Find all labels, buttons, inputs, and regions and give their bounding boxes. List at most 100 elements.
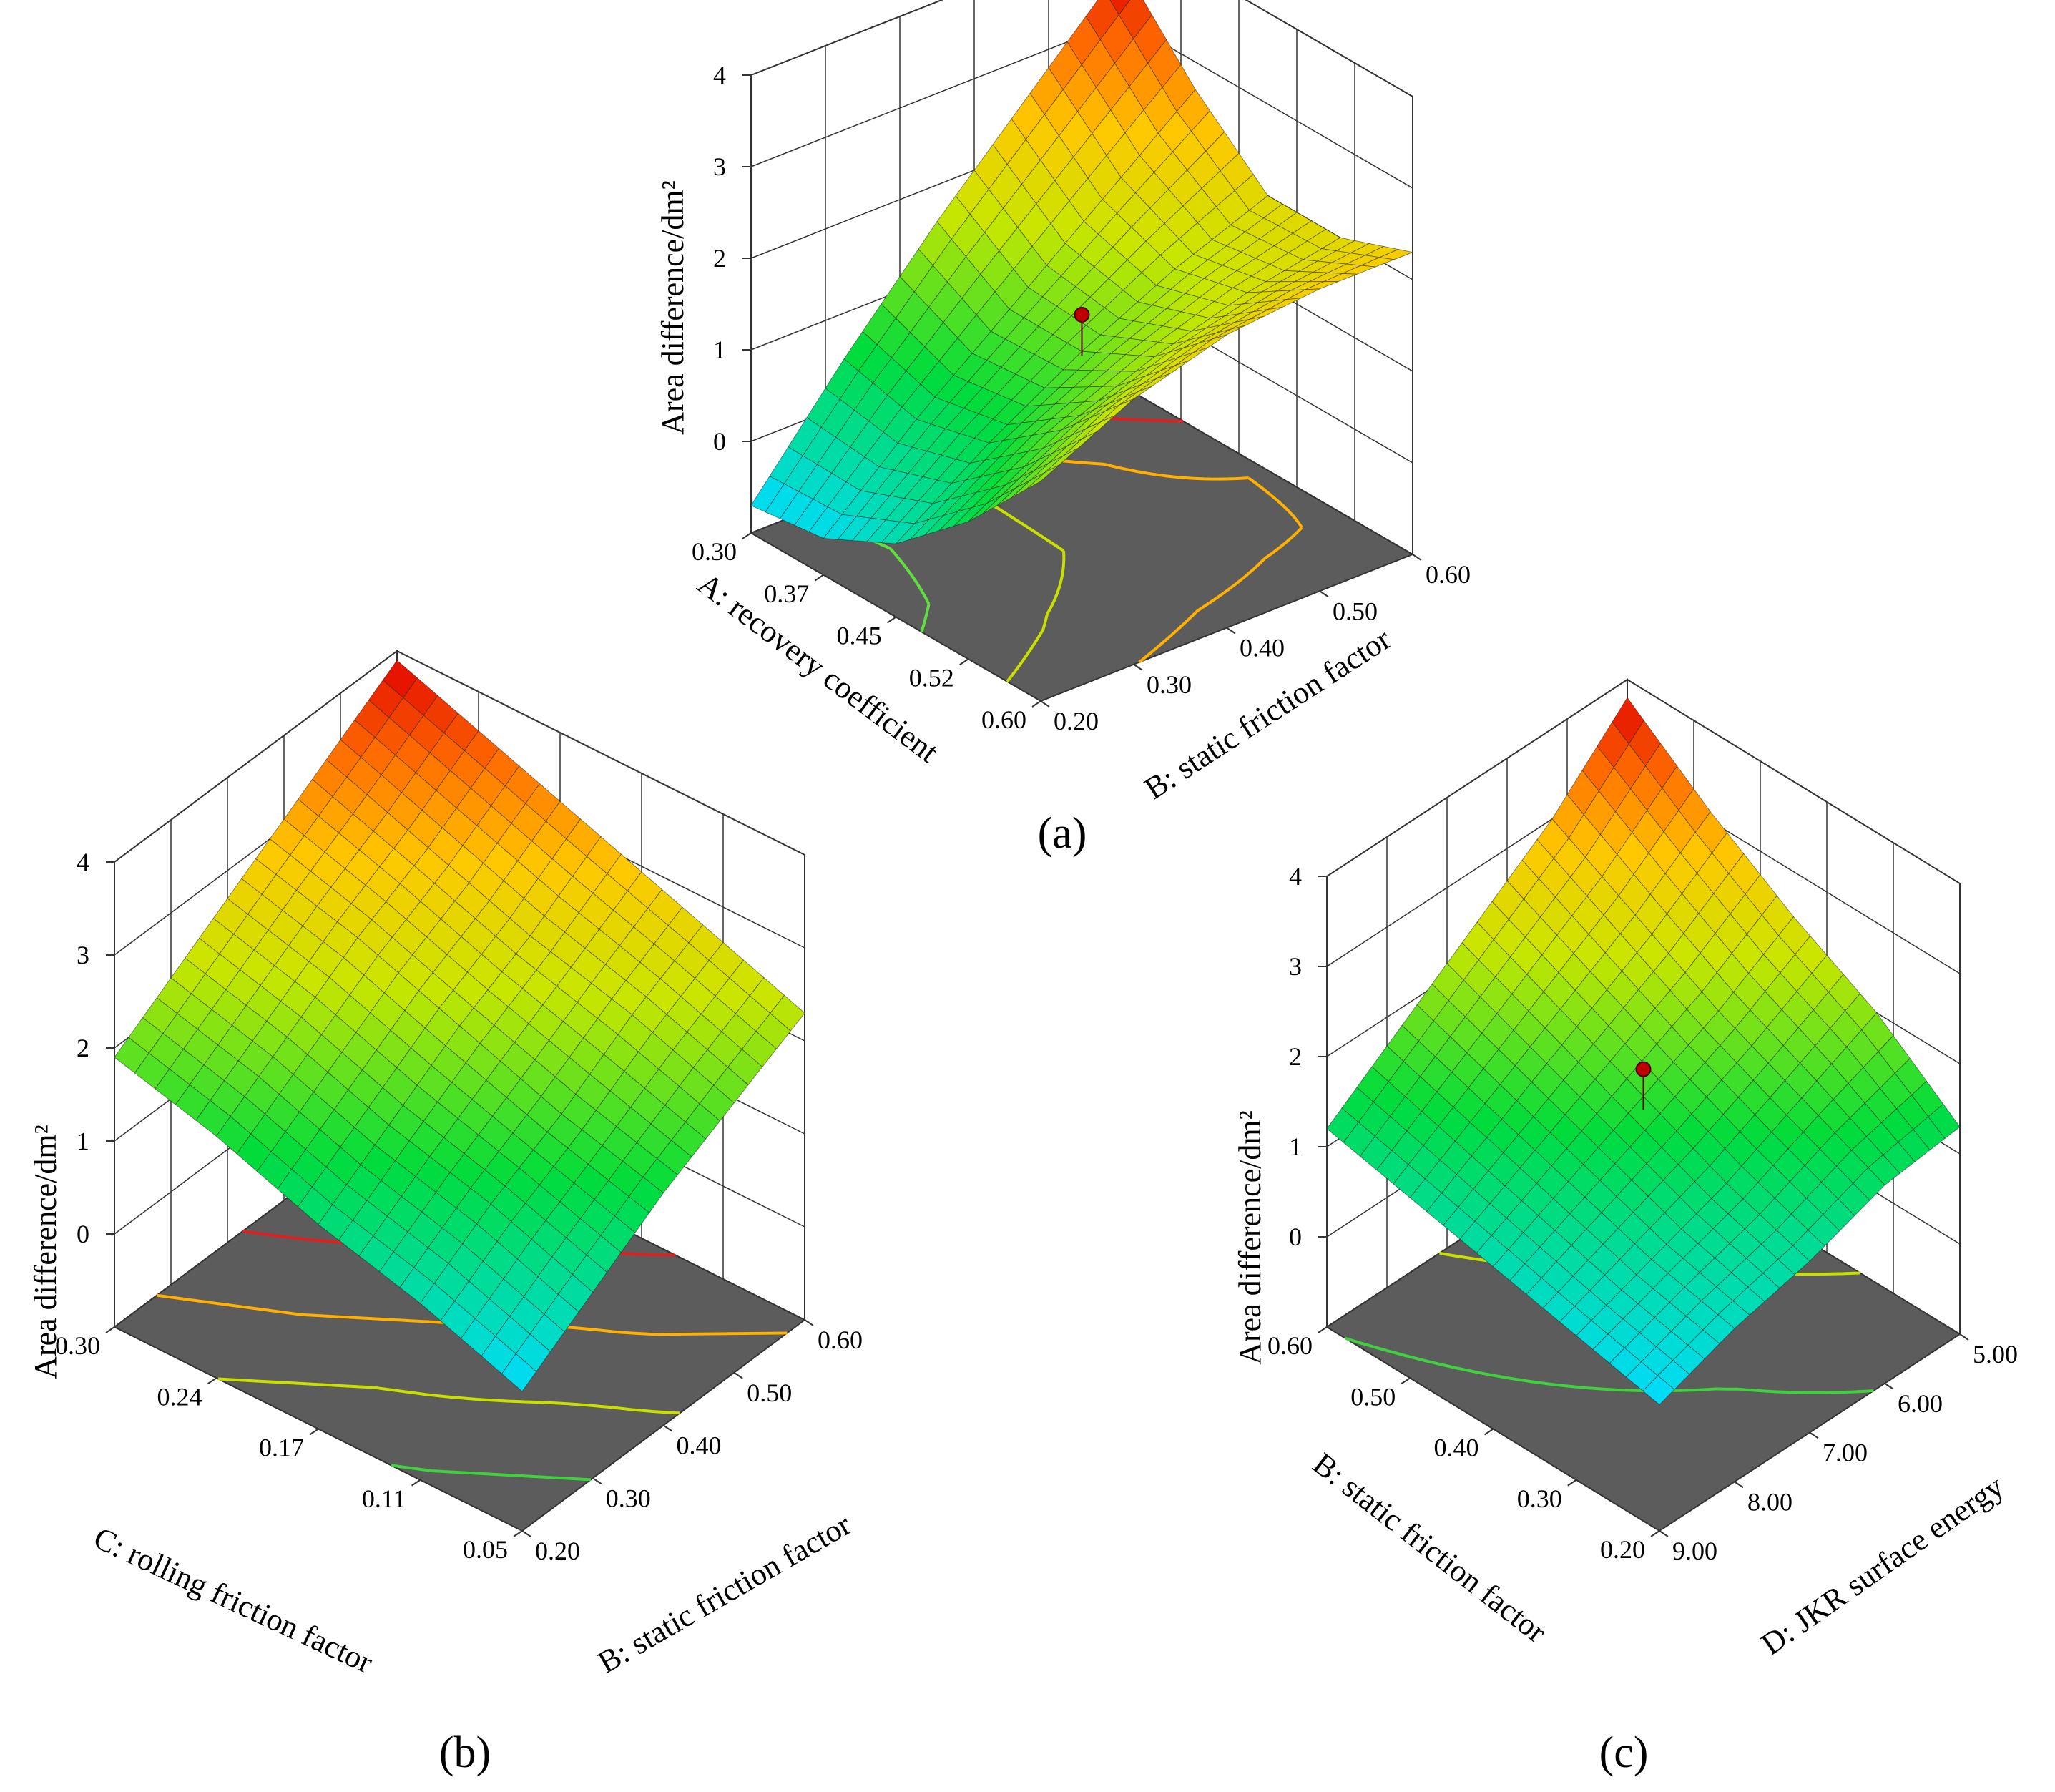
panel-b-z-axis-label: Area difference/dm² (28, 1125, 63, 1379)
panel-b-x-ticks: 0.30 0.24 0.17 0.11 0.05 (55, 1326, 523, 1564)
panel-a-z-ticks: 0 1 2 3 4 (713, 61, 751, 456)
y-tick-label: 8.00 (1747, 1487, 1792, 1516)
wall-gridline (1326, 679, 1961, 884)
panel-c-z-axis-label: Area difference/dm² (1232, 1110, 1267, 1365)
x-tick-label: 0.52 (909, 663, 954, 692)
x-tick-mark (1483, 1428, 1494, 1436)
x-tick-mark (1401, 1377, 1411, 1385)
wall-gridline (114, 650, 805, 863)
panel-c-surface (1326, 697, 1961, 1406)
x-tick-mark (207, 1377, 217, 1385)
y-tick-mark (1226, 627, 1236, 635)
x-tick-label: 0.11 (362, 1484, 406, 1513)
y-tick-label: 0.60 (818, 1326, 863, 1354)
panel-b-caption: (b) (439, 1728, 491, 1777)
surface-facet (501, 1353, 537, 1392)
z-tick-label: 0 (1289, 1223, 1302, 1251)
surface-facet (1642, 1375, 1675, 1406)
z-tick-label: 1 (77, 1127, 89, 1155)
x-tick-mark (959, 658, 969, 666)
z-tick-label: 4 (713, 61, 726, 89)
x-tick-mark (1031, 700, 1041, 708)
panel-c-caption: (c) (1599, 1728, 1649, 1777)
z-tick-label: 2 (1289, 1042, 1302, 1071)
y-tick-mark (521, 1530, 531, 1537)
z-tick-label: 0 (77, 1220, 89, 1248)
x-tick-mark (742, 532, 752, 539)
y-tick-label: 0.40 (677, 1431, 722, 1460)
contour-line (391, 1464, 592, 1482)
panel-a-design-point (1074, 307, 1090, 356)
wall-gridline (750, 0, 1413, 97)
x-tick-label: 0.30 (692, 537, 737, 566)
y-tick-label: 0.30 (1147, 670, 1192, 699)
y-tick-label: 0.50 (747, 1379, 792, 1407)
x-tick-mark (309, 1428, 319, 1436)
z-tick-label: 2 (77, 1034, 89, 1062)
y-tick-mark (733, 1371, 743, 1379)
y-tick-mark (1809, 1431, 1819, 1439)
z-tick-label: 4 (77, 848, 89, 876)
z-tick-label: 2 (713, 244, 726, 273)
z-tick-label: 3 (77, 941, 89, 969)
x-tick-mark (1567, 1479, 1577, 1487)
y-tick-label: 9.00 (1672, 1537, 1717, 1565)
z-tick-label: 1 (1289, 1132, 1302, 1161)
y-tick-label: 0.20 (535, 1537, 580, 1565)
y-tick-mark (804, 1319, 814, 1326)
panel-b-x-axis-label: C: rolling friction factor (89, 1520, 378, 1680)
z-tick-label: 0 (713, 427, 726, 456)
panel-c-x-ticks: 0.60 0.50 0.40 0.30 0.20 (1267, 1326, 1660, 1564)
y-tick-label: 6.00 (1898, 1389, 1943, 1418)
y-tick-label: 0.40 (1240, 634, 1285, 662)
y-tick-mark (1133, 663, 1143, 671)
panel-a-surface (750, 0, 1414, 545)
y-tick-mark (592, 1477, 602, 1485)
x-tick-mark (1650, 1530, 1660, 1537)
panel-a-z-axis-label: Area difference/dm² (655, 180, 690, 435)
y-tick-mark (662, 1424, 673, 1432)
y-tick-mark (1040, 700, 1050, 708)
contour-line (1345, 1336, 1874, 1394)
x-tick-mark (411, 1479, 421, 1487)
panel-a-x-ticks: 0.30 0.37 0.45 0.52 0.60 (692, 532, 1041, 734)
x-tick-label: 0.60 (1267, 1331, 1313, 1360)
y-tick-mark (1734, 1481, 1744, 1489)
panel-c-z-ticks: 0 1 2 3 4 (1289, 862, 1327, 1251)
x-tick-label: 0.24 (157, 1382, 202, 1411)
y-tick-mark (1959, 1333, 1969, 1341)
y-tick-mark (1884, 1382, 1894, 1390)
design-point (1074, 307, 1090, 323)
x-tick-label: 0.17 (259, 1434, 304, 1462)
x-tick-label: 0.30 (55, 1331, 100, 1360)
x-tick-label: 0.50 (1350, 1382, 1396, 1411)
x-tick-mark (886, 616, 897, 624)
panel-b-y-ticks: 0.20 0.30 0.40 0.50 0.60 (521, 1319, 863, 1565)
x-tick-mark (814, 574, 824, 582)
x-tick-mark (1318, 1326, 1328, 1333)
panel-b-surface (114, 660, 805, 1392)
y-tick-label: 0.30 (606, 1484, 651, 1512)
panel-a-y-ticks: 0.20 0.30 0.40 0.50 0.60 (1040, 554, 1471, 735)
x-tick-label: 0.60 (981, 705, 1026, 734)
x-tick-label: 0.45 (837, 622, 882, 650)
z-tick-label: 4 (1289, 862, 1302, 891)
panel-b-z-ticks: 0 1 2 3 4 (77, 848, 114, 1248)
z-tick-label: 3 (713, 152, 726, 181)
panel-c-x-axis-label: B: static friction factor (1306, 1446, 1553, 1650)
panel-a-caption: (a) (1038, 809, 1087, 858)
panel-c: 0 1 2 3 4 0.60 0.50 0.40 0.30 0.20 9.00 8.00 7.00 6… (1232, 678, 2018, 1777)
surface-facet (1026, 464, 1060, 490)
y-tick-mark (1412, 554, 1422, 561)
x-tick-mark (105, 1326, 115, 1333)
x-tick-mark (513, 1530, 523, 1537)
y-tick-label: 0.60 (1426, 560, 1471, 589)
x-tick-label: 0.05 (463, 1535, 508, 1564)
design-point (1635, 1061, 1652, 1077)
contour-line (217, 1377, 680, 1415)
z-tick-label: 3 (1289, 952, 1302, 981)
panel-b-y-axis-label: B: static friction factor (592, 1507, 857, 1680)
